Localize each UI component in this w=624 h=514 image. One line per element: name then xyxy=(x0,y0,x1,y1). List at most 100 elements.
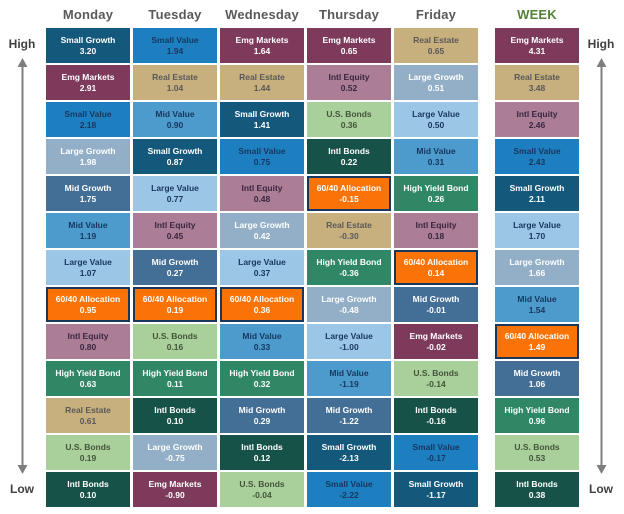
asset-return-value: -0.01 xyxy=(426,304,446,315)
return-cell-week-mid-value: Mid Value 1.54 xyxy=(495,287,579,322)
asset-return-value: 0.65 xyxy=(427,45,445,56)
asset-name: Small Growth xyxy=(234,108,290,119)
asset-return-value: 0.12 xyxy=(253,452,271,463)
asset-name: 60/40 Allocation xyxy=(316,182,382,193)
asset-return-value: -2.13 xyxy=(339,452,359,463)
asset-return-value: 0.32 xyxy=(253,378,271,389)
column-week: WEEK Emg Markets 4.31 Real Estate 3.48 Intl E… xyxy=(495,0,579,509)
asset-name: Intl Bonds xyxy=(328,145,370,156)
asset-name: Intl Equity xyxy=(154,219,196,230)
asset-name: Mid Value xyxy=(517,293,557,304)
asset-return-value: 2.91 xyxy=(79,82,97,93)
asset-name: Intl Bonds xyxy=(154,404,196,415)
asset-return-value: 0.77 xyxy=(166,193,184,204)
asset-return-value: -0.36 xyxy=(339,267,359,278)
return-cell-friday-large-value: Large Value 0.50 xyxy=(394,102,478,137)
asset-return-value: 1.98 xyxy=(79,156,97,167)
asset-name: Emg Markets xyxy=(235,34,289,45)
asset-return-value: -0.15 xyxy=(339,193,359,204)
asset-return-value: 0.16 xyxy=(166,341,184,352)
asset-return-value: 0.26 xyxy=(427,193,445,204)
asset-name: Real Estate xyxy=(514,71,560,82)
return-cell-tuesday-intl-bonds: Intl Bonds 0.10 xyxy=(133,398,217,433)
column-friday: Friday Real Estate 0.65 Large Growth 0.51 Lar… xyxy=(394,0,478,509)
rank-axis-left: High Low xyxy=(0,0,44,514)
return-cell-tuesday-mid-value: Mid Value 0.90 xyxy=(133,102,217,137)
asset-return-value: 0.63 xyxy=(79,378,97,389)
asset-name: 60/40 Allocation xyxy=(55,293,121,304)
asset-name: Intl Equity xyxy=(67,330,109,341)
return-cell-tuesday-mid-growth: Mid Growth 0.27 xyxy=(133,250,217,285)
column-header-friday: Friday xyxy=(415,6,457,22)
asset-return-value: 0.19 xyxy=(166,304,184,315)
asset-return-value: -1.17 xyxy=(426,489,446,500)
asset-name: Small Growth xyxy=(147,145,203,156)
asset-return-value: 0.37 xyxy=(253,267,271,278)
asset-name: Intl Bonds xyxy=(516,478,558,489)
return-cell-monday-small-value: Small Value 2.18 xyxy=(46,102,130,137)
asset-name: U.S. Bonds xyxy=(413,367,459,378)
asset-return-value: 0.10 xyxy=(79,489,97,500)
asset-name: Large Value xyxy=(64,256,112,267)
asset-return-value: 2.11 xyxy=(528,193,546,204)
return-cell-week-intl-bonds: Intl Bonds 0.38 xyxy=(495,472,579,507)
return-cell-thursday-large-growth: Large Growth -0.48 xyxy=(307,287,391,322)
return-cell-friday-u-s-bonds: U.S. Bonds -0.14 xyxy=(394,361,478,396)
asset-return-value: 0.87 xyxy=(166,156,184,167)
asset-return-value: -0.30 xyxy=(339,230,359,241)
arrow-down-icon xyxy=(596,465,606,474)
asset-name: Large Value xyxy=(238,256,286,267)
asset-return-value: 0.95 xyxy=(79,304,97,315)
asset-name: Intl Bonds xyxy=(67,478,109,489)
asset-name: Small Value xyxy=(412,441,460,452)
asset-name: Mid Value xyxy=(329,367,369,378)
return-cell-monday-mid-growth: Mid Growth 1.75 xyxy=(46,176,130,211)
asset-return-value: -0.14 xyxy=(426,378,446,389)
asset-name: High Yield Bond xyxy=(316,256,382,267)
return-cell-friday-mid-growth: Mid Growth -0.01 xyxy=(394,287,478,322)
return-cell-monday-high-yield-bond: High Yield Bond 0.63 xyxy=(46,361,130,396)
return-cell-thursday-u-s-bonds: U.S. Bonds 0.36 xyxy=(307,102,391,137)
return-cell-week-high-yield-bond: High Yield Bond 0.96 xyxy=(495,398,579,433)
asset-return-value: 1.75 xyxy=(79,193,97,204)
return-cell-week-large-growth: Large Growth 1.66 xyxy=(495,250,579,285)
asset-return-value: -1.19 xyxy=(339,378,359,389)
column-monday: Monday Small Growth 3.20 Emg Markets 2.91 Sma… xyxy=(46,0,130,509)
asset-return-value: -1.22 xyxy=(339,415,359,426)
column-header-week: WEEK xyxy=(517,6,557,22)
column-header-monday: Monday xyxy=(62,6,114,22)
asset-return-value: 0.61 xyxy=(79,415,97,426)
asset-return-value: 1.54 xyxy=(528,304,546,315)
asset-name: 60/40 Allocation xyxy=(229,293,295,304)
asset-name: Small Value xyxy=(151,34,199,45)
asset-name: Large Growth xyxy=(509,256,565,267)
asset-return-value: 0.36 xyxy=(253,304,271,315)
return-cell-week-60-40-allocation: 60/40 Allocation 1.49 xyxy=(495,324,579,359)
asset-name: Large Growth xyxy=(147,441,203,452)
return-cell-monday-intl-bonds: Intl Bonds 0.10 xyxy=(46,472,130,507)
return-cell-friday-emg-markets: Emg Markets -0.02 xyxy=(394,324,478,359)
return-cell-friday-small-value: Small Value -0.17 xyxy=(394,435,478,470)
asset-return-value: 4.31 xyxy=(528,45,546,56)
return-cell-friday-mid-value: Mid Value 0.31 xyxy=(394,139,478,174)
asset-name: Mid Growth xyxy=(325,404,373,415)
return-cell-tuesday-small-growth: Small Growth 0.87 xyxy=(133,139,217,174)
asset-return-value: 0.36 xyxy=(340,119,358,130)
return-cell-monday-large-growth: Large Growth 1.98 xyxy=(46,139,130,174)
asset-name: Small Growth xyxy=(408,478,464,489)
return-cell-tuesday-60-40-allocation: 60/40 Allocation 0.19 xyxy=(133,287,217,322)
asset-name: High Yield Bond xyxy=(229,367,295,378)
return-cell-tuesday-large-value: Large Value 0.77 xyxy=(133,176,217,211)
return-cell-monday-u-s-bonds: U.S. Bonds 0.19 xyxy=(46,435,130,470)
return-cell-friday-60-40-allocation: 60/40 Allocation 0.14 xyxy=(394,250,478,285)
rank-axis-right: High Low xyxy=(578,0,624,514)
asset-name: Emg Markets xyxy=(148,478,202,489)
asset-return-value: 0.18 xyxy=(427,230,445,241)
return-cell-week-small-value: Small Value 2.43 xyxy=(495,139,579,174)
asset-return-value: -0.48 xyxy=(339,304,359,315)
asset-name: Mid Growth xyxy=(238,404,286,415)
asset-name: Emg Markets xyxy=(409,330,463,341)
arrow-line xyxy=(600,67,602,465)
return-cell-wednesday-large-growth: Large Growth 0.42 xyxy=(220,213,304,248)
return-cell-wednesday-60-40-allocation: 60/40 Allocation 0.36 xyxy=(220,287,304,322)
